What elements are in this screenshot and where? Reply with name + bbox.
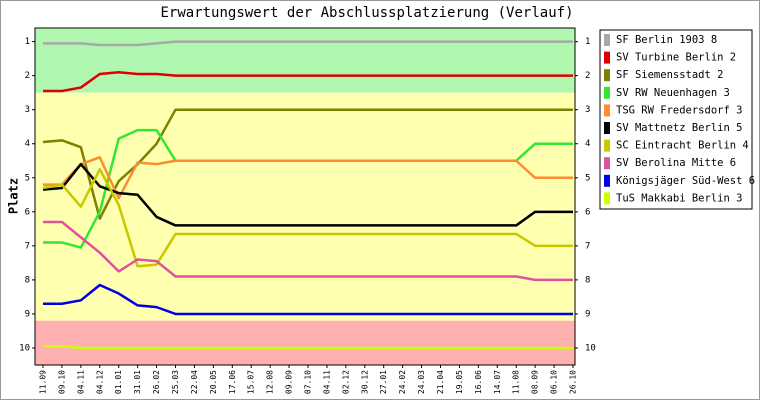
x-tick-label: 16.06 — [474, 370, 483, 394]
y2-tick-label: 2 — [585, 71, 590, 81]
y2-tick-label: 9 — [585, 309, 590, 319]
x-tick-label: 07.10 — [304, 370, 313, 394]
y-tick-label: 3 — [25, 105, 30, 115]
x-tick-label: 24.02 — [398, 370, 407, 394]
x-tick-label: 15.07 — [247, 370, 256, 394]
y2-tick-label: 6 — [585, 207, 590, 217]
chart-title: Erwartungswert der Abschlussplatzierung … — [160, 5, 573, 21]
series-line — [43, 220, 573, 282]
legend-label: SF Berlin 1903 8 — [616, 34, 717, 46]
series-line — [42, 162, 573, 227]
x-tick-label: 26.10 — [569, 370, 578, 394]
y2-tick-label: 5 — [585, 173, 590, 183]
x-tick-label: 14.07 — [493, 370, 502, 394]
legend-label: SV Mattnetz Berlin 5 — [616, 122, 742, 134]
legend-swatch — [604, 157, 610, 170]
x-tick-label: 02.12 — [341, 370, 350, 394]
legend-label: SV Berolina Mitte 6 — [616, 157, 736, 169]
y-tick-label: 6 — [25, 207, 30, 217]
y-tick-label: 4 — [25, 139, 30, 149]
legend-swatch — [604, 122, 610, 134]
zone-band — [35, 320, 575, 365]
y2-tick-label: 7 — [585, 241, 590, 251]
legend-swatch — [604, 51, 610, 64]
x-tick-label: 22.04 — [190, 370, 199, 394]
y-tick-label: 9 — [25, 309, 30, 319]
legend-box — [599, 29, 753, 210]
x-tick-label: 20.05 — [209, 370, 218, 394]
x-tick-label: 19.05 — [455, 370, 464, 394]
zone-band — [35, 28, 575, 93]
x-tick-label: 06.10 — [550, 370, 559, 394]
x-tick-label: 26.02 — [152, 370, 161, 394]
y2-tick-label: 1 — [585, 37, 590, 47]
x-tick-label: 09.10 — [57, 370, 66, 394]
series-line — [42, 168, 573, 268]
x-tick-label: 04.12 — [95, 370, 104, 394]
series-line — [43, 40, 573, 47]
legend-swatch — [604, 139, 610, 152]
legend-label: SV RW Neuenhagen 3 — [616, 87, 730, 99]
x-tick-label: 12.08 — [266, 370, 275, 394]
legend-label: SV Turbine Berlin 2 — [616, 52, 736, 64]
legend-label: SF Siemensstadt 2 — [616, 69, 723, 81]
x-tick-label: 04.11 — [322, 370, 331, 394]
y2-tick-label: 10 — [585, 343, 596, 353]
x-tick-label: 24.03 — [417, 370, 426, 394]
legend-swatch — [604, 34, 610, 46]
y2-tick-label: 8 — [585, 275, 590, 285]
x-tick-label: 25.03 — [171, 370, 180, 394]
y-tick-label: 7 — [25, 241, 30, 251]
x-tick-label: 27.01 — [379, 370, 388, 394]
legend-swatch — [604, 104, 610, 117]
series-line — [43, 283, 573, 316]
series-line — [42, 108, 573, 220]
x-tick-label: 21.04 — [436, 370, 445, 394]
legend-swatch — [604, 192, 610, 205]
legend-swatch — [604, 174, 610, 187]
legend-label: TSG RW Fredersdorf 3 — [616, 104, 742, 116]
legend-swatch — [604, 86, 610, 99]
x-tick-label: 31.01 — [133, 370, 142, 394]
y-tick-label: 8 — [25, 275, 30, 285]
y-axis-label: Platz — [7, 178, 21, 214]
legend-label: TuS Makkabi Berlin 3 — [616, 192, 742, 204]
legend-label: Königsjäger Süd-West 6 — [616, 175, 755, 187]
legend-swatch — [604, 69, 610, 82]
x-tick-label: 08.09 — [531, 370, 540, 394]
x-tick-label: 04.11 — [76, 370, 85, 394]
y2-tick-label: 4 — [585, 139, 590, 149]
x-tick-label: 09.09 — [285, 370, 294, 394]
zone-band — [35, 92, 575, 321]
y-tick-label: 2 — [25, 71, 30, 81]
y-tick-label: 5 — [25, 173, 30, 183]
y-tick-label: 1 — [25, 37, 30, 47]
y-tick-label: 10 — [19, 343, 30, 353]
plot-border — [34, 27, 576, 366]
series-line — [43, 345, 573, 350]
x-tick-label: 01.01 — [114, 370, 123, 394]
x-tick-label: 30.12 — [360, 370, 369, 394]
series-line — [43, 71, 573, 93]
legend-label: SC Eintracht Berlin 4 — [616, 140, 749, 152]
y2-tick-label: 3 — [585, 105, 590, 115]
x-tick-label: 11.08 — [512, 370, 521, 394]
x-tick-label: 17.06 — [228, 370, 237, 394]
series-line — [43, 156, 573, 200]
x-tick-label: 11.09 — [39, 370, 48, 394]
